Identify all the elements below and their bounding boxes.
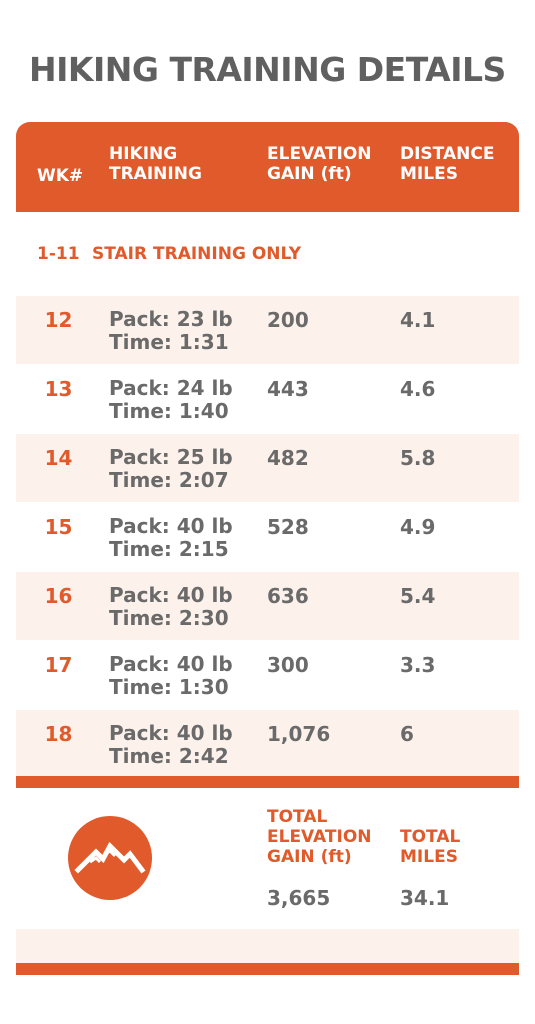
header-distance-line1: DISTANCE <box>400 144 495 164</box>
table-row: 14 Pack: 25 lb Time: 2:07 482 5.8 <box>16 434 519 502</box>
table-row: 13 Pack: 24 lb Time: 1:40 443 4.6 <box>16 365 519 433</box>
distance-miles: 4.9 <box>400 515 436 539</box>
distance-miles: 4.6 <box>400 377 436 401</box>
elevation-gain: 443 <box>267 377 309 401</box>
header-training-line1: HIKING <box>109 144 178 164</box>
elevation-gain: 300 <box>267 653 309 677</box>
header-elevation-line2: GAIN (ft) <box>267 164 352 184</box>
total-miles-line2: MILES <box>400 847 458 867</box>
total-elevation-line3: GAIN (ft) <box>267 847 352 867</box>
hike-time: Time: 1:30 <box>109 675 229 699</box>
table-row: 18 Pack: 40 lb Time: 2:42 1,076 6 <box>16 710 519 778</box>
pack-weight: Pack: 40 lb <box>109 721 233 745</box>
week-number: 16 <box>44 584 73 608</box>
distance-miles: 3.3 <box>400 653 436 677</box>
week-number: 17 <box>44 653 73 677</box>
hike-time: Time: 1:40 <box>109 399 229 423</box>
header-elevation-line1: ELEVATION <box>267 144 372 164</box>
mountain-icon <box>68 816 152 900</box>
hike-time: Time: 2:30 <box>109 606 229 630</box>
distance-miles: 4.1 <box>400 308 436 332</box>
week-number: 18 <box>44 722 73 746</box>
elevation-gain: 482 <box>267 446 309 470</box>
table-row: 12 Pack: 23 lb Time: 1:31 200 4.1 <box>16 296 519 364</box>
distance-miles: 6 <box>400 722 414 746</box>
elevation-gain: 200 <box>267 308 309 332</box>
total-elevation-line1: TOTAL <box>267 807 328 827</box>
total-elevation-line2: ELEVATION <box>267 827 372 847</box>
table-header: WK# HIKING TRAINING ELEVATION GAIN (ft) … <box>16 122 519 212</box>
elevation-gain: 1,076 <box>267 722 331 746</box>
total-miles-value: 34.1 <box>400 886 450 910</box>
hike-time: Time: 2:07 <box>109 468 229 492</box>
pack-weight: Pack: 40 lb <box>109 652 233 676</box>
stair-label: STAIR TRAINING ONLY <box>92 244 302 264</box>
week-number: 13 <box>44 377 73 401</box>
header-distance-line2: MILES <box>400 164 458 184</box>
table-row: 16 Pack: 40 lb Time: 2:30 636 5.4 <box>16 572 519 640</box>
hike-time: Time: 2:15 <box>109 537 229 561</box>
bottom-bar <box>16 963 519 975</box>
pack-weight: Pack: 24 lb <box>109 376 233 400</box>
distance-miles: 5.8 <box>400 446 436 470</box>
total-miles-line1: TOTAL <box>400 827 461 847</box>
pack-weight: Pack: 40 lb <box>109 514 233 538</box>
hike-time: Time: 2:42 <box>109 744 229 768</box>
distance-miles: 5.4 <box>400 584 436 608</box>
table-row: 15 Pack: 40 lb Time: 2:15 528 4.9 <box>16 503 519 571</box>
table-row: 17 Pack: 40 lb Time: 1:30 300 3.3 <box>16 641 519 709</box>
hike-time: Time: 1:31 <box>109 330 229 354</box>
elevation-gain: 528 <box>267 515 309 539</box>
header-wk: WK# <box>37 166 84 186</box>
week-number: 12 <box>44 308 73 332</box>
week-number: 15 <box>44 515 73 539</box>
divider-bar <box>16 776 519 788</box>
footer-shade-strip <box>16 929 519 963</box>
elevation-gain: 636 <box>267 584 309 608</box>
total-elevation-value: 3,665 <box>267 886 331 910</box>
stair-weeks: 1-11 <box>37 244 80 264</box>
page-title: HIKING TRAINING DETAILS <box>29 50 506 89</box>
pack-weight: Pack: 25 lb <box>109 445 233 469</box>
header-training-line2: TRAINING <box>109 164 202 184</box>
pack-weight: Pack: 40 lb <box>109 583 233 607</box>
week-number: 14 <box>44 446 73 470</box>
pack-weight: Pack: 23 lb <box>109 307 233 331</box>
